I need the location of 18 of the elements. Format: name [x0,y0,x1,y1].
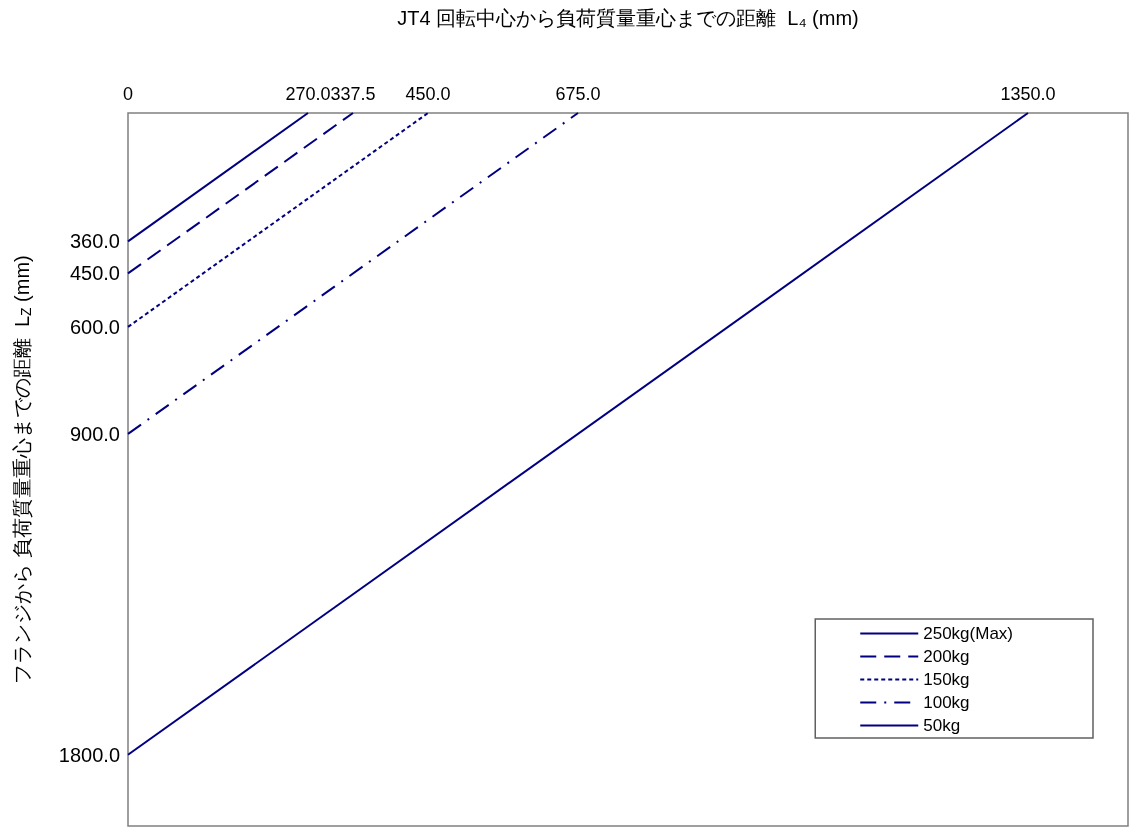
x-tick-label: 1350.0 [1000,84,1056,104]
legend-label: 100kg [923,693,970,712]
y-tick-label: 900.0 [69,422,120,445]
x-tick-label: 270.0 [285,84,331,104]
y-tick-label: 450.0 [69,262,120,285]
x-tick-label: 675.0 [555,84,601,104]
x-tick-label: 337.5 [330,84,376,104]
x-tick-label: 0 [122,84,134,104]
legend-label: 200kg [923,647,970,666]
y-tick-label: 600.0 [69,315,120,338]
x-tick-label: 450.0 [405,84,451,104]
y-axis-title: フランジから 負荷質量重心までの距離 LZ (mm) [11,255,34,684]
y-tick-label: 360.0 [69,230,120,253]
legend-label: 150kg [923,670,970,689]
y-tick-label: 1800.0 [58,743,120,766]
x-axis-title: JT4 回転中心から負荷質量重心までの距離 L₄ (mm) [397,7,859,29]
legend-label: 250kg(Max) [923,624,1014,643]
legend-label: 50kg [923,716,961,735]
